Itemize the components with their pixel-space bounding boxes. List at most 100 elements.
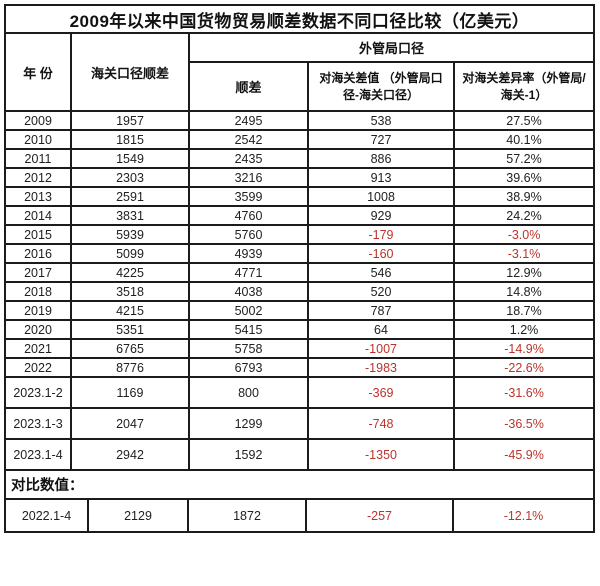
safe-surplus-cell: 1592 bbox=[188, 438, 309, 471]
diff-rate-cell: -3.0% bbox=[452, 224, 596, 245]
diff-rate-cell: -3.1% bbox=[452, 243, 596, 264]
table-row: 2010 1815 2542 727 40.1% bbox=[4, 129, 596, 150]
diff-cell: -369 bbox=[307, 376, 455, 409]
customs-surplus-cell: 1169 bbox=[70, 376, 190, 409]
col-header-diff-rate: 对海关差异率（外管局/海关-1） bbox=[452, 61, 596, 112]
table-row: 2017 4225 4771 546 12.9% bbox=[4, 262, 596, 283]
year-cell: 2022.1-4 bbox=[4, 498, 89, 533]
diff-rate-cell: 39.6% bbox=[452, 167, 596, 188]
safe-surplus-cell: 1299 bbox=[188, 407, 309, 440]
diff-cell: 913 bbox=[307, 167, 455, 188]
table-title: 2009年以来中国货物贸易顺差数据不同口径比较（亿美元） bbox=[3, 4, 596, 34]
customs-surplus-cell: 2303 bbox=[70, 167, 190, 188]
diff-cell: 1008 bbox=[307, 186, 455, 207]
year-cell: 2023.1-4 bbox=[4, 438, 72, 471]
diff-rate-cell: 18.7% bbox=[452, 300, 596, 321]
comparison-row: 2022.1-4 2129 1872 -257 -12.1% bbox=[4, 498, 595, 533]
table-row: 2014 3831 4760 929 24.2% bbox=[4, 205, 596, 226]
safe-surplus-cell: 5002 bbox=[188, 300, 309, 321]
diff-cell: 727 bbox=[307, 129, 455, 150]
safe-surplus-cell: 800 bbox=[188, 376, 309, 409]
safe-surplus-cell: 4760 bbox=[188, 205, 309, 226]
diff-cell: 787 bbox=[307, 300, 455, 321]
title-row: 2009年以来中国货物贸易顺差数据不同口径比较（亿美元） bbox=[3, 4, 596, 34]
table-row: 2022 8776 6793 -1983 -22.6% bbox=[4, 357, 596, 378]
col-header-safe-surplus: 顺差 bbox=[188, 61, 309, 112]
table-row: 2023.1-4 2942 1592 -1350 -45.9% bbox=[4, 438, 596, 471]
table-row: 2023.1-2 1169 800 -369 -31.6% bbox=[4, 376, 596, 409]
trade-surplus-table-figure: 2009年以来中国货物贸易顺差数据不同口径比较（亿美元） 年 份 海关口径顺差 … bbox=[3, 4, 596, 533]
diff-cell: 546 bbox=[307, 262, 455, 283]
customs-surplus-cell: 5099 bbox=[70, 243, 190, 264]
year-cell: 2010 bbox=[4, 129, 72, 150]
customs-surplus-cell: 2047 bbox=[70, 407, 190, 440]
year-cell: 2023.1-2 bbox=[4, 376, 72, 409]
diff-cell: 886 bbox=[307, 148, 455, 169]
year-cell: 2014 bbox=[4, 205, 72, 226]
diff-cell: -257 bbox=[305, 498, 454, 533]
table-row: 2011 1549 2435 886 57.2% bbox=[4, 148, 596, 169]
table-row: 2023.1-3 2047 1299 -748 -36.5% bbox=[4, 407, 596, 440]
customs-surplus-cell: 3831 bbox=[70, 205, 190, 226]
comparison-divider-row: 对比数值： bbox=[3, 469, 596, 500]
diff-cell: 538 bbox=[307, 110, 455, 131]
diff-cell: -1350 bbox=[307, 438, 455, 471]
year-cell: 2016 bbox=[4, 243, 72, 264]
header-row-sub: 顺差 对海关差值 （外管局口径-海关口径） 对海关差异率（外管局/海关-1） bbox=[5, 61, 596, 112]
safe-surplus-cell: 2495 bbox=[188, 110, 309, 131]
diff-rate-cell: -12.1% bbox=[452, 498, 595, 533]
diff-cell: -1007 bbox=[307, 338, 455, 359]
diff-rate-cell: 27.5% bbox=[452, 110, 596, 131]
year-cell: 2013 bbox=[4, 186, 72, 207]
col-header-customs-surplus: 海关口径顺差 bbox=[70, 32, 190, 112]
table-row: 2013 2591 3599 1008 38.9% bbox=[4, 186, 596, 207]
table-row: 2009 1957 2495 538 27.5% bbox=[4, 110, 596, 131]
diff-rate-cell: 1.2% bbox=[452, 319, 596, 340]
diff-rate-cell: -22.6% bbox=[452, 357, 596, 378]
diff-rate-cell: -14.9% bbox=[452, 338, 596, 359]
year-cell: 2018 bbox=[4, 281, 72, 302]
year-cell: 2021 bbox=[4, 338, 72, 359]
safe-surplus-cell: 5760 bbox=[188, 224, 309, 245]
year-cell: 2022 bbox=[4, 357, 72, 378]
year-cell: 2009 bbox=[4, 110, 72, 131]
diff-rate-cell: 12.9% bbox=[452, 262, 596, 283]
table-row: 2018 3518 4038 520 14.8% bbox=[4, 281, 596, 302]
col-header-year: 年 份 bbox=[4, 32, 72, 112]
table-row: 2012 2303 3216 913 39.6% bbox=[4, 167, 596, 188]
diff-cell: 929 bbox=[307, 205, 455, 226]
customs-surplus-cell: 2942 bbox=[70, 438, 190, 471]
customs-surplus-cell: 1815 bbox=[70, 129, 190, 150]
year-cell: 2023.1-3 bbox=[4, 407, 72, 440]
safe-surplus-cell: 5415 bbox=[188, 319, 309, 340]
customs-surplus-cell: 5939 bbox=[70, 224, 190, 245]
table-row: 2020 5351 5415 64 1.2% bbox=[4, 319, 596, 340]
customs-surplus-cell: 5351 bbox=[70, 319, 190, 340]
diff-rate-cell: 40.1% bbox=[452, 129, 596, 150]
safe-surplus-cell: 4939 bbox=[188, 243, 309, 264]
safe-surplus-cell: 5758 bbox=[188, 338, 309, 359]
safe-surplus-cell: 4771 bbox=[188, 262, 309, 283]
customs-surplus-cell: 3518 bbox=[70, 281, 190, 302]
diff-cell: -748 bbox=[307, 407, 455, 440]
customs-surplus-cell: 1549 bbox=[70, 148, 190, 169]
table-row: 2016 5099 4939 -160 -3.1% bbox=[4, 243, 596, 264]
diff-cell: -179 bbox=[307, 224, 455, 245]
customs-surplus-cell: 4225 bbox=[70, 262, 190, 283]
table-row: 2015 5939 5760 -179 -3.0% bbox=[4, 224, 596, 245]
safe-surplus-cell: 1872 bbox=[187, 498, 307, 533]
safe-surplus-cell: 3599 bbox=[188, 186, 309, 207]
diff-rate-cell: 57.2% bbox=[452, 148, 596, 169]
customs-surplus-cell: 2129 bbox=[87, 498, 189, 533]
diff-cell: 64 bbox=[307, 319, 455, 340]
col-header-safe-group: 外管局口径 bbox=[187, 32, 596, 63]
col-header-diff: 对海关差值 （外管局口径-海关口径） bbox=[307, 61, 455, 112]
diff-rate-cell: 14.8% bbox=[452, 281, 596, 302]
year-cell: 2019 bbox=[4, 300, 72, 321]
diff-cell: -160 bbox=[307, 243, 455, 264]
year-cell: 2012 bbox=[4, 167, 72, 188]
safe-surplus-cell: 4038 bbox=[188, 281, 309, 302]
safe-surplus-cell: 3216 bbox=[188, 167, 309, 188]
diff-cell: 520 bbox=[307, 281, 455, 302]
diff-rate-cell: -45.9% bbox=[452, 438, 596, 471]
